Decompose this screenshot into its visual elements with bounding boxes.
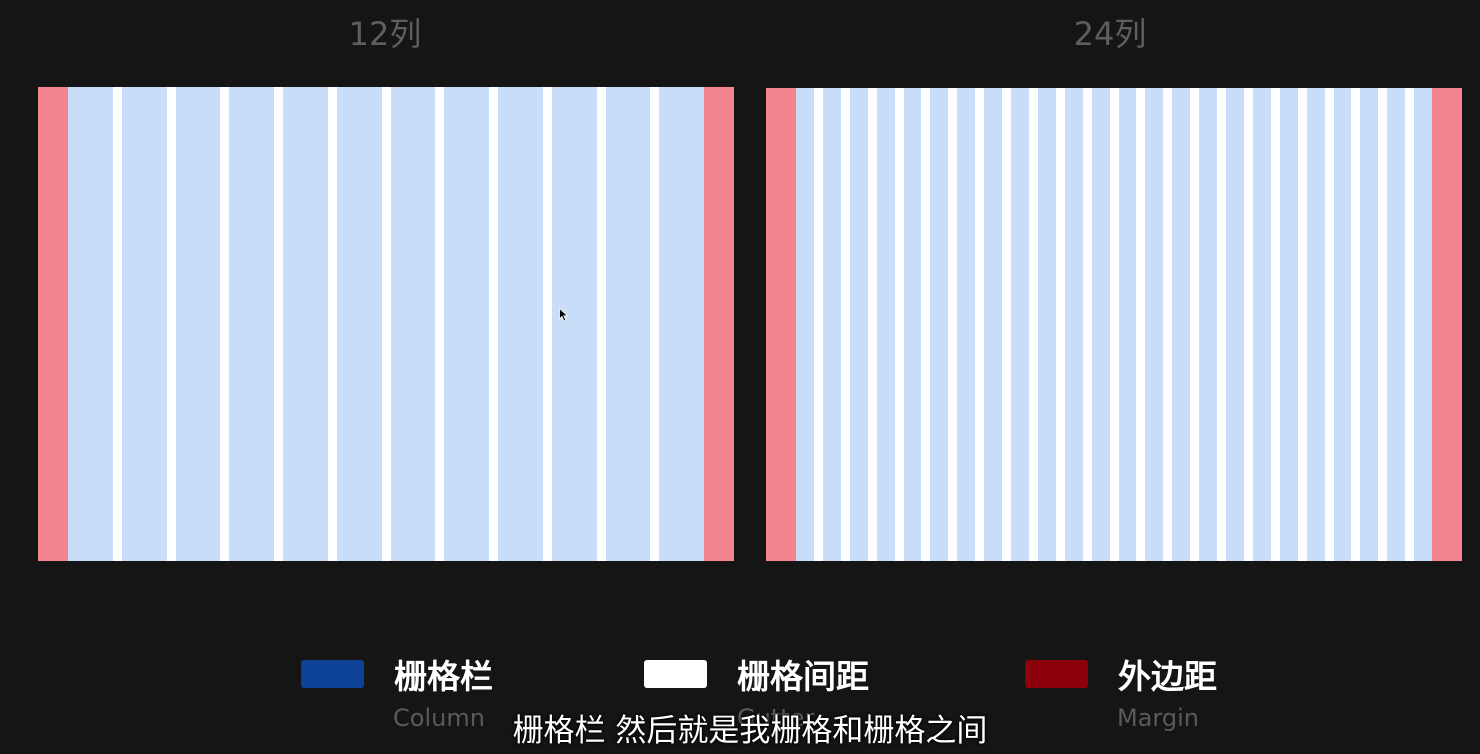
grid-column [121, 87, 167, 561]
grid-24-title: 24列 [1073, 15, 1147, 53]
legend-column-label: 栅格栏 [394, 657, 493, 696]
grid-column [390, 87, 436, 561]
right-margin [704, 87, 734, 561]
grid-column [1333, 88, 1352, 561]
grid-column [1414, 88, 1432, 561]
grid-column [1037, 88, 1056, 561]
grid-column [498, 87, 543, 561]
legend-margin-sublabel: Margin [1117, 704, 1199, 732]
grid-column [796, 88, 814, 561]
grid-column [1387, 88, 1406, 561]
grid-column [229, 87, 274, 561]
grid-column [336, 87, 382, 561]
legend-margin-label: 外边距 [1118, 657, 1217, 696]
grid-column [1118, 88, 1137, 561]
gutter-swatch [644, 660, 707, 688]
grid-column [659, 87, 704, 561]
legend-column: 栅格栏 [301, 652, 493, 696]
margin-swatch [1025, 660, 1088, 688]
grid-column [1064, 88, 1083, 561]
grid-column [175, 87, 221, 561]
grid-column [1091, 88, 1110, 561]
grid-24-diagram [766, 88, 1462, 561]
grid-column [1360, 88, 1379, 561]
grid-column [1279, 88, 1298, 561]
left-margin [766, 88, 796, 561]
grid-24-columns [796, 88, 1432, 561]
grid-column [1306, 88, 1325, 561]
legend-gutter-label: 栅格间距 [737, 657, 869, 696]
grid-12-title: 12列 [348, 15, 422, 53]
grid-column [551, 87, 597, 561]
grid-column [68, 87, 113, 561]
legend-gutter-sublabel: Gutter [737, 704, 815, 732]
legend-margin: 外边距 [1025, 652, 1217, 696]
grid-column [1252, 88, 1271, 561]
grid-column [1145, 88, 1164, 561]
grid-column [444, 87, 489, 561]
grid-12-columns [68, 87, 704, 561]
left-margin [38, 87, 68, 561]
grid-column [605, 87, 651, 561]
grid-column [876, 88, 895, 561]
grid-column [957, 88, 976, 561]
legend-column-sublabel: Column [393, 704, 485, 732]
legend-gutter: 栅格间距 [644, 652, 869, 696]
right-margin [1432, 88, 1462, 561]
grid-12-diagram [38, 87, 734, 561]
grid-column [849, 88, 868, 561]
grid-column [1011, 88, 1029, 561]
grid-column [1226, 88, 1244, 561]
column-swatch [301, 660, 364, 688]
grid-column [903, 88, 922, 561]
video-subtitle: 栅格栏 然后就是我栅格和栅格之间 [512, 713, 988, 749]
grid-column [822, 88, 841, 561]
grid-column [984, 88, 1002, 561]
grid-column [283, 87, 328, 561]
grid-column [930, 88, 949, 561]
grid-column [1199, 88, 1217, 561]
mouse-pointer-icon [559, 308, 569, 322]
grid-column [1172, 88, 1191, 561]
